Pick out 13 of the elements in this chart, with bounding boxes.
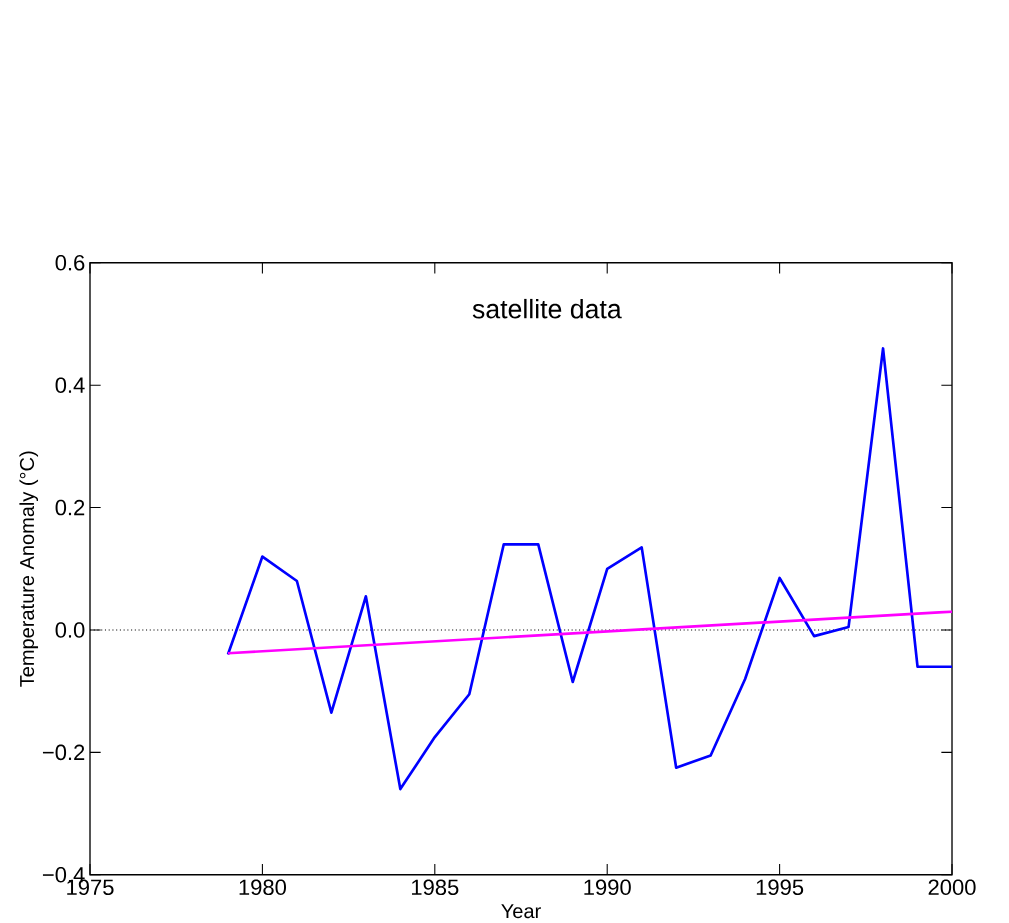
y-tick-label: 0.0 bbox=[55, 622, 85, 638]
x-tick-label: 1980 bbox=[239, 879, 287, 896]
annotation: satellite data bbox=[472, 299, 622, 319]
x-tick-label: 1995 bbox=[756, 879, 804, 896]
y-axis-title: Temperature Anomaly (°C) bbox=[19, 451, 39, 688]
y-tick-label: −0.2 bbox=[42, 744, 85, 761]
y-tick-label: 0.6 bbox=[55, 255, 85, 271]
y-tick-label: 0.2 bbox=[55, 499, 85, 516]
x-axis-title: Year bbox=[501, 904, 541, 919]
x-tick-label: 2000 bbox=[928, 879, 976, 896]
y-tick-label: 0.4 bbox=[55, 377, 85, 394]
x-tick-label: 1985 bbox=[412, 879, 459, 896]
x-tick-label: 1990 bbox=[584, 879, 631, 896]
